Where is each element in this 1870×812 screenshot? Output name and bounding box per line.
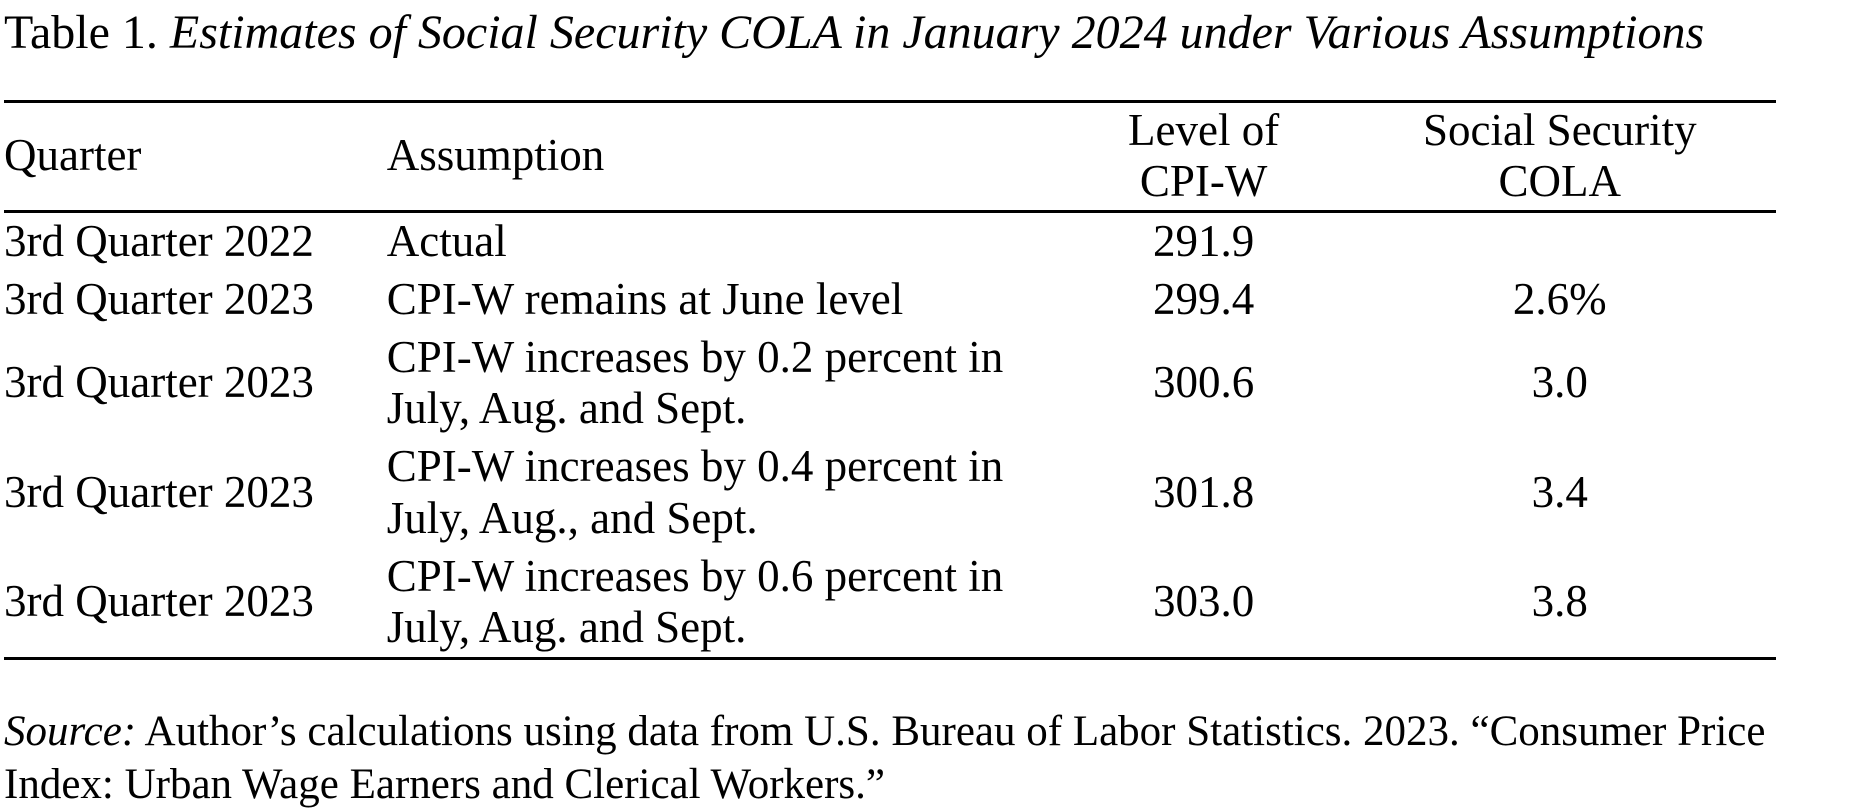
table-title-prefix: Table 1.: [4, 6, 170, 59]
table-title: Table 1. Estimates of Social Security CO…: [4, 4, 1870, 62]
assumption-cell: Actual: [386, 216, 507, 267]
cola-cell: 3.0: [1531, 357, 1588, 408]
quarter-cell: 3rd Quarter 2022: [4, 216, 314, 267]
table-row: 3rd Quarter 2023 CPI-W increases by 0.2 p…: [4, 329, 1776, 439]
quarter-cell: 3rd Quarter 2023: [4, 357, 314, 408]
cpiw-level-cell: 299.4: [1153, 273, 1255, 324]
header-row: Quarter Assumption Level of CPI-W Social…: [4, 101, 1776, 214]
table-title-italic: Estimates of Social Security COLA in Jan…: [169, 6, 1705, 59]
assumption-cell: CPI-W increases by 0.4 percent in July, …: [386, 441, 1004, 543]
quarter-cell: 3rd Quarter 2023: [4, 466, 314, 517]
assumption-cell: CPI-W increases by 0.6 percent in July, …: [386, 550, 1004, 653]
cola-table-body: 3rd Quarter 2022 Actual 291.9 3rd Quarter 2…: [4, 212, 1776, 659]
header-ss-cola: Social Security COLA: [1343, 101, 1776, 214]
assumption-cell: CPI-W increases by 0.2 percent in July, …: [386, 331, 1004, 434]
source-note: Source: Author’s calculations using data…: [4, 706, 1862, 811]
header-cpiw-level: Level of CPI-W: [1063, 101, 1344, 214]
table-row: 3rd Quarter 2023 CPI-W increases by 0.6 p…: [4, 548, 1776, 659]
table-row: 3rd Quarter 2023 CPI-W increases by 0.4 p…: [4, 438, 1776, 548]
cpiw-level-cell: 303.0: [1153, 576, 1255, 627]
cpiw-level-cell: 301.8: [1153, 466, 1255, 517]
assumption-cell: CPI-W remains at June level: [386, 273, 904, 324]
cola-cell: 2.6%: [1512, 273, 1607, 324]
header-assumption: Assumption: [386, 101, 1064, 214]
cpiw-level-cell: 300.6: [1153, 357, 1255, 408]
quarter-cell: 3rd Quarter 2023: [4, 576, 314, 627]
header-quarter: Quarter: [4, 101, 387, 214]
table-row: 3rd Quarter 2022 Actual 291.9: [4, 212, 1776, 271]
source-label: Source:: [4, 708, 137, 756]
quarter-cell: 3rd Quarter 2023: [4, 273, 314, 324]
cpiw-level-cell: 291.9: [1153, 216, 1255, 267]
cola-cell: 3.4: [1531, 466, 1588, 517]
cola-cell: 3.8: [1531, 576, 1588, 627]
table-row: 3rd Quarter 2023 CPI-W remains at June le…: [4, 271, 1776, 329]
cola-table: Quarter Assumption Level of CPI-W Social…: [4, 99, 1776, 661]
cola-table-header: Quarter Assumption Level of CPI-W Social…: [4, 101, 1776, 214]
source-text: Author’s calculations using data from U.…: [4, 708, 1766, 808]
cola-cell: [1344, 212, 1776, 271]
